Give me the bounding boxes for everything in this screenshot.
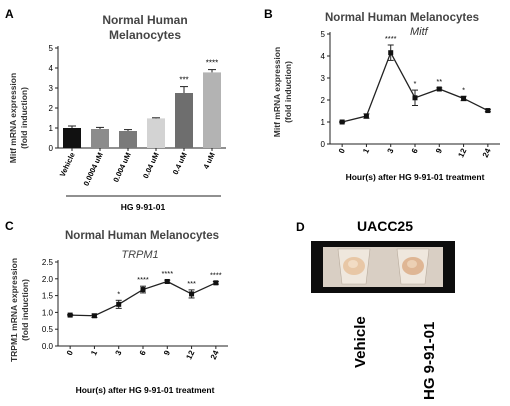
panel-c-y-tick-label: 1.0 — [42, 308, 54, 317]
panel-a-bar-0 — [63, 128, 81, 148]
panel-b-x-tick-label: 24 — [481, 147, 493, 159]
panel-a-y-tick-label: 3 — [49, 84, 54, 93]
panel-b-y-tick-label: 2 — [321, 96, 326, 105]
panel-c-point-0 — [67, 312, 73, 318]
panel-b-point-6 — [485, 108, 491, 114]
panel-b-point-0 — [339, 119, 345, 125]
panel-letter-d: D — [296, 220, 305, 234]
panel-c-point-1 — [91, 313, 97, 319]
panel-c-y-tick-label: 0.5 — [42, 325, 54, 334]
panel-c-y-tick-label: 2.0 — [42, 275, 54, 284]
photo-panel-d: UACC25 Vehicle HG 9-91-01 — [311, 218, 455, 400]
panel-a-y-tick-label: 5 — [49, 44, 54, 53]
panel-b-x-tick-label: 3 — [385, 147, 395, 155]
pellet-treated-highlight — [407, 260, 417, 268]
panel-b-x-tick-label: 0 — [337, 147, 347, 155]
panel-b-x-tick-label: 12 — [456, 147, 468, 159]
panel-c-x-axis-label: Hour(s) after HG 9-91-01 treatment — [76, 385, 215, 395]
chart-panel-a: Normal Human Melanocytes Mitf mRNA expres… — [8, 13, 226, 212]
panel-c-x-tick-label: 0 — [65, 349, 75, 357]
panel-b-significance: * — [462, 85, 465, 94]
panel-b-x-axis-label: Hour(s) after HG 9-91-01 treatment — [346, 172, 485, 182]
panel-a-y-tick-label: 1 — [49, 124, 54, 133]
panel-c-point-4 — [164, 278, 170, 284]
panel-b-gene-label: Mitf — [410, 26, 429, 38]
panel-a-title: Normal Human Melanocytes — [102, 13, 187, 42]
panel-b-significance: **** — [385, 34, 397, 43]
panel-a-x-tick-label: Vehicle — [58, 151, 77, 178]
pellet-vehicle-highlight — [348, 260, 358, 268]
panel-b-x-tick-label: 1 — [361, 147, 371, 155]
panel-b-point-4 — [436, 86, 442, 92]
panel-a-bar-4 — [175, 93, 193, 148]
chart-panel-c: Normal Human Melanocytes TRPM1 TRPM1 mRN… — [9, 230, 228, 395]
panel-c-point-3 — [140, 287, 146, 293]
panel-c-x-tick-label: 24 — [209, 349, 221, 361]
panel-letter-c: C — [5, 219, 14, 233]
photo-panel-title: UACC25 — [357, 218, 413, 234]
panel-a-significance: **** — [206, 59, 218, 68]
panel-c-significance: *** — [187, 279, 196, 288]
panel-c-significance: * — [117, 289, 120, 298]
panel-b-point-5 — [461, 95, 467, 101]
panel-c-y-axis-label: TRPM1 mRNA expression(fold induction) — [9, 258, 30, 362]
panel-b-y-axis-label: Mitf mRNA expression(fold induction) — [272, 47, 293, 137]
panel-a-x-tick-label: 0.0004 uM — [82, 151, 105, 187]
panel-a-x-tick-label: 4 uM — [201, 151, 216, 170]
photo-label-vehicle: Vehicle — [352, 316, 369, 368]
panel-b-title: Normal Human Melanocytes — [325, 12, 479, 24]
panel-b-y-tick-label: 0 — [321, 140, 326, 149]
panel-c-x-tick-label: 3 — [113, 349, 123, 357]
panel-a-y-tick-label: 0 — [49, 144, 54, 153]
panel-b-x-tick-label: 6 — [410, 147, 420, 155]
panel-b-y-tick-label: 5 — [321, 30, 326, 39]
panel-c-significance: **** — [137, 275, 149, 284]
panel-a-y-tick-label: 2 — [49, 104, 54, 113]
panel-a-x-tick-label: 0.004 uM — [111, 151, 133, 184]
panel-b-y-tick-label: 3 — [321, 74, 326, 83]
panel-c-x-tick-label: 12 — [184, 349, 196, 361]
panel-a-bar-1 — [91, 129, 109, 148]
panel-b-point-2 — [388, 50, 394, 56]
panel-c-y-tick-label: 1.5 — [42, 292, 54, 301]
panel-c-x-tick-label: 6 — [138, 349, 148, 357]
panel-a-y-axis-label: Mitf mRNA expression(fold induction) — [8, 73, 29, 163]
panel-c-significance: **** — [210, 270, 222, 279]
panel-a-x-tick-label: 0.4 uM — [171, 151, 189, 176]
panel-c-significance: **** — [161, 269, 173, 278]
panel-c-y-tick-label: 2.5 — [42, 258, 54, 267]
panel-a-x-tick-label: 0.04 uM — [141, 151, 161, 180]
panel-b-y-tick-label: 1 — [321, 118, 326, 127]
panel-a-bar-5 — [203, 72, 221, 148]
panel-letter-a: A — [5, 7, 14, 21]
panel-letter-b: B — [264, 7, 273, 21]
panel-b-significance: ** — [436, 77, 442, 86]
chart-panel-b: Normal Human Melanocytes Mitf Mitf mRNA … — [272, 12, 500, 182]
panel-a-y-tick-label: 4 — [49, 64, 54, 73]
panel-a-bar-2 — [119, 131, 137, 148]
panel-c-point-6 — [213, 280, 219, 286]
panel-c-point-2 — [116, 301, 122, 307]
photo-label-treated: HG 9-91-01 — [421, 322, 438, 400]
panel-b-x-tick-label: 9 — [434, 147, 444, 155]
panel-b-point-3 — [412, 95, 418, 101]
panel-c-title: Normal Human Melanocytes — [65, 230, 219, 242]
panel-a-bar-3 — [147, 118, 165, 148]
panel-b-point-1 — [363, 113, 369, 119]
panel-b-significance: * — [414, 79, 417, 88]
panel-c-y-tick-label: 0.0 — [42, 342, 54, 351]
panel-a-x-axis-label: HG 9-91-01 — [121, 202, 166, 212]
panel-c-x-tick-label: 9 — [162, 349, 172, 357]
panel-c-gene-label: TRPM1 — [121, 249, 158, 261]
panel-c-point-5 — [189, 291, 195, 297]
panel-c-x-tick-label: 1 — [89, 349, 99, 357]
panel-a-significance: *** — [179, 76, 188, 85]
panel-b-y-tick-label: 4 — [321, 52, 326, 61]
